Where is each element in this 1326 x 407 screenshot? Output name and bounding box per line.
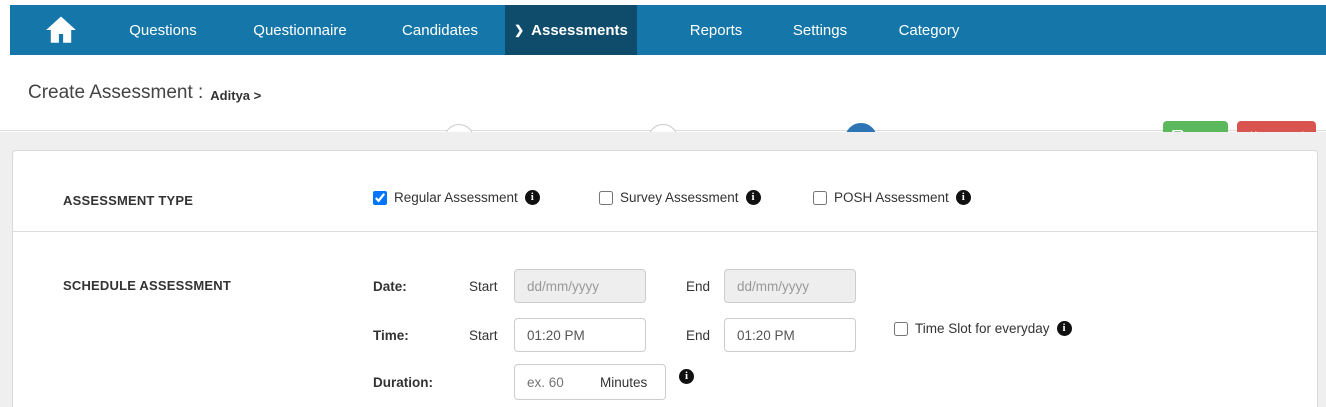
time-start-input[interactable] [514,318,646,352]
date-start-label: Start [469,279,498,294]
home-icon [46,16,76,43]
time-start-label: Start [469,328,498,343]
survey-assessment-checkbox[interactable] [599,190,613,205]
duration-field-label: Duration: [373,375,433,390]
time-field-label: Time: [373,328,409,343]
time-end-input[interactable] [724,318,856,352]
nav-item-questionnaire[interactable]: Questionnaire [253,21,347,39]
chevron-right-icon: ❯ [514,23,525,37]
survey-assessment-checkbox-group[interactable]: Survey Assessment i [599,190,761,205]
nav-item-candidates[interactable]: Candidates [402,21,478,39]
duration-input[interactable] [515,366,600,398]
survey-assessment-label: Survey Assessment [620,190,739,205]
duration-input-group: Minutes [514,364,666,400]
regular-assessment-checkbox-group[interactable]: Regular Assessment i [373,190,540,205]
page-title-text: Create Assessment : [28,82,204,103]
assessment-type-section-label: ASSESSMENT TYPE [63,193,194,208]
nav-item-reports[interactable]: Reports [689,21,743,39]
create-assessment-form-panel: ASSESSMENT TYPE Regular Assessment i Sur… [12,150,1318,407]
duration-unit-label: Minutes [600,374,648,390]
info-icon[interactable]: i [524,190,540,205]
schedule-assessment-section-label: SCHEDULE ASSESSMENT [63,278,232,293]
header-row: Create Assessment : Aditya > 1 2 3 Creat… [0,55,1326,178]
page-title-assessment-name: Aditya > [210,87,262,103]
nav-item-assessments-label: Assessments [531,21,628,39]
date-field-label: Date: [373,279,407,294]
nav-item-assessments[interactable]: ❯ Assessments [505,5,637,55]
info-icon[interactable]: i [745,190,761,205]
nav-item-questions[interactable]: Questions [129,21,197,39]
info-icon[interactable]: i [1056,321,1072,336]
date-end-input[interactable] [724,269,856,303]
posh-assessment-checkbox-group[interactable]: POSH Assessment i [813,190,971,205]
section-divider [13,231,1317,232]
time-slot-everyday-label: Time Slot for everyday [915,321,1050,336]
time-slot-everyday-checkbox-group[interactable]: Time Slot for everyday i [894,321,1072,336]
info-icon[interactable]: i [955,190,971,205]
posh-assessment-label: POSH Assessment [834,190,949,205]
date-end-label: End [686,279,711,294]
date-start-input[interactable] [514,269,646,303]
home-button[interactable] [43,13,79,47]
nav-item-settings[interactable]: Settings [792,21,848,39]
page-title: Create Assessment : Aditya > [28,55,261,131]
time-end-label: End [686,328,711,343]
posh-assessment-checkbox[interactable] [813,190,827,205]
regular-assessment-label: Regular Assessment [394,190,518,205]
time-slot-everyday-checkbox[interactable] [894,321,908,336]
info-icon[interactable]: i [679,369,694,384]
regular-assessment-checkbox[interactable] [373,190,387,205]
top-navbar: Questions Questionnaire Candidates ❯ Ass… [10,5,1326,55]
nav-item-category[interactable]: Category [898,21,960,39]
